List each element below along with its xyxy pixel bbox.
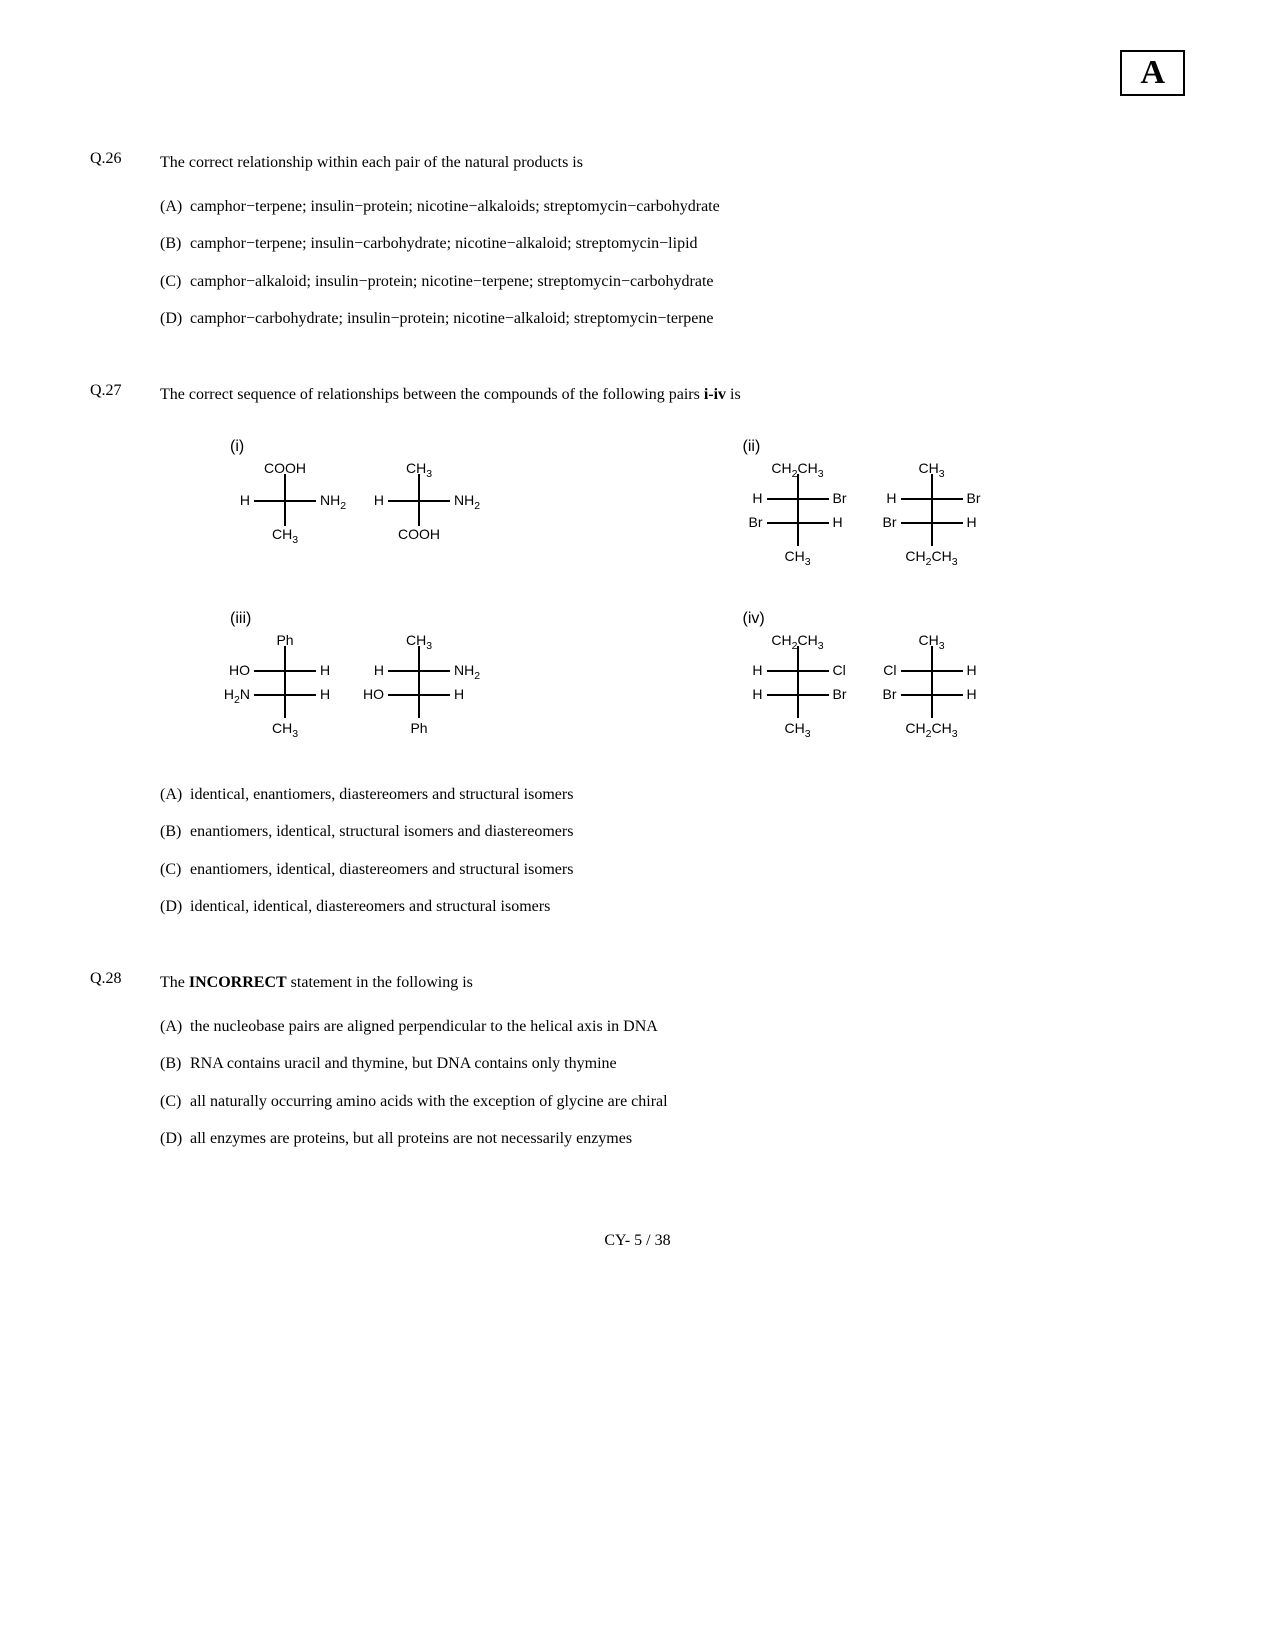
q26-option-b: (B)camphor−terpene; insulin−carbohydrate… — [160, 231, 1185, 257]
q27-label: Q.27 — [90, 382, 160, 400]
q26-text: The correct relationship within each pai… — [160, 150, 1185, 176]
diagram-pair-iv: (iv) CH2CH3 H Cl H Br CH3 — [743, 610, 1186, 742]
q28-text: The INCORRECT statement in the following… — [160, 970, 1185, 996]
q27-text: The correct sequence of relationships be… — [160, 382, 1185, 408]
fischer-iii-a: Ph HO H H2N H CH3 — [230, 632, 340, 742]
fischer-iii-b: CH3 H NH2 HO H Ph — [364, 632, 474, 742]
question-27: Q.27 The correct sequence of relationshi… — [90, 382, 1185, 920]
q27-option-d: (D)identical, identical, diastereomers a… — [160, 894, 1185, 920]
q28-option-d: (D)all enzymes are proteins, but all pro… — [160, 1126, 1185, 1152]
q28-option-a: (A)the nucleobase pairs are aligned perp… — [160, 1014, 1185, 1040]
diagram-pair-iii: (iii) Ph HO H H2N H CH3 — [230, 610, 673, 742]
q28-option-b: (B)RNA contains uracil and thymine, but … — [160, 1051, 1185, 1077]
fischer-ii-a: CH2CH3 H Br Br H CH3 — [743, 460, 853, 570]
q28-label: Q.28 — [90, 970, 160, 988]
diagram-pair-ii: (ii) CH2CH3 H Br Br H CH3 — [743, 438, 1186, 570]
q26-option-c: (C)camphor−alkaloid; insulin−protein; ni… — [160, 269, 1185, 295]
q26-option-d: (D)camphor−carbohydrate; insulin−protein… — [160, 306, 1185, 332]
fischer-diagrams: (i) COOH H NH2 CH3 CH3 H — [230, 438, 1185, 742]
main-content: Q.26 The correct relationship within eac… — [90, 150, 1185, 1250]
fischer-i-b: CH3 H NH2 COOH — [364, 460, 474, 546]
diagram-pair-i: (i) COOH H NH2 CH3 CH3 H — [230, 438, 673, 570]
q27-option-c: (C)enantiomers, identical, diastereomers… — [160, 857, 1185, 883]
fischer-ii-b: CH3 H Br Br H CH2CH3 — [877, 460, 987, 570]
q26-label: Q.26 — [90, 150, 160, 168]
q27-option-a: (A)identical, enantiomers, diastereomers… — [160, 782, 1185, 808]
q26-option-a: (A)camphor−terpene; insulin−protein; nic… — [160, 194, 1185, 220]
fischer-iv-a: CH2CH3 H Cl H Br CH3 — [743, 632, 853, 742]
fischer-iv-b: CH3 Cl H Br H CH2CH3 — [877, 632, 987, 742]
question-26: Q.26 The correct relationship within eac… — [90, 150, 1185, 332]
header-letter-box: A — [1120, 50, 1185, 96]
q28-option-c: (C)all naturally occurring amino acids w… — [160, 1089, 1185, 1115]
q27-option-b: (B)enantiomers, identical, structural is… — [160, 819, 1185, 845]
question-28: Q.28 The INCORRECT statement in the foll… — [90, 970, 1185, 1152]
page-footer: CY- 5 / 38 — [90, 1232, 1185, 1250]
fischer-i-a: COOH H NH2 CH3 — [230, 460, 340, 546]
